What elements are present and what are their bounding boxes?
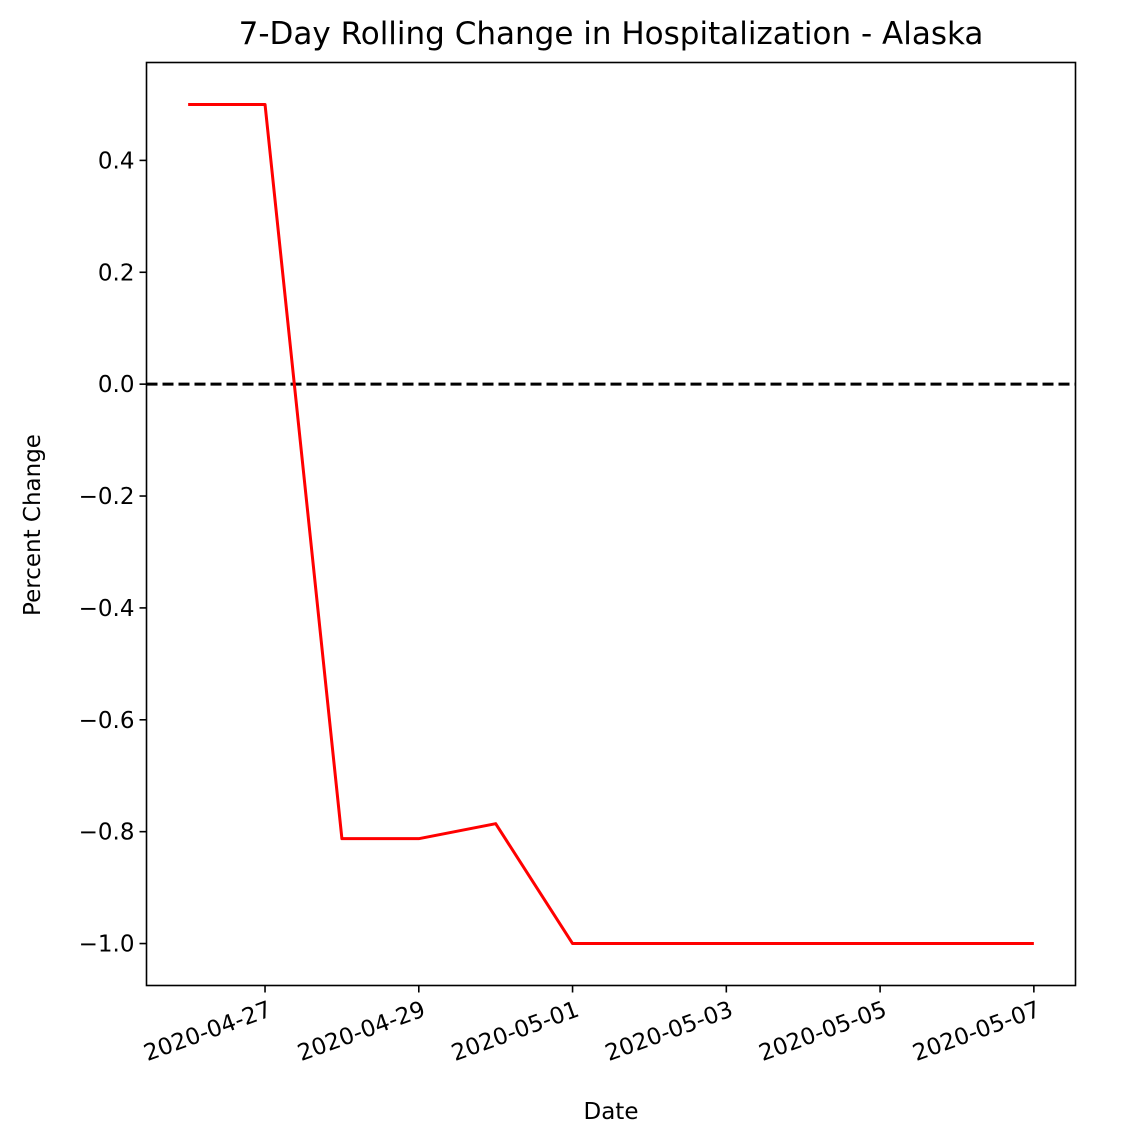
y-tick-label: −0.8	[79, 820, 135, 846]
x-tick-label: 2020-04-29	[294, 997, 429, 1067]
x-axis-label: Date	[584, 1099, 639, 1125]
plot-area-lines	[146, 102, 1076, 946]
x-tick-label: 2020-05-03	[602, 997, 737, 1067]
x-tick-label: 2020-05-05	[756, 997, 891, 1067]
plot-frame	[145, 61, 1077, 987]
y-tick-label: 0.4	[98, 148, 135, 174]
y-tick-label: −0.2	[79, 484, 135, 510]
x-tick-label: 2020-04-27	[141, 997, 276, 1067]
x-tick-label: 2020-05-07	[909, 997, 1044, 1067]
y-axis-ticks: 0.4 0.2 0.0 −0.2 −0.4 −0.6 −0.8 −1.0	[79, 148, 147, 958]
y-tick-label: −0.4	[79, 596, 135, 622]
y-axis-label: Percent Change	[20, 434, 46, 616]
series-line	[188, 102, 1034, 946]
y-tick-label: −0.6	[79, 708, 135, 734]
x-axis-ticks: 2020-04-27 2020-04-29 2020-05-01 2020-05-03…	[141, 985, 1044, 1067]
y-tick-label: −1.0	[79, 932, 135, 958]
y-tick-label: 0.2	[98, 260, 135, 286]
x-tick-label: 2020-05-01	[448, 997, 583, 1067]
chart-title: 7-Day Rolling Change in Hospitalization …	[239, 16, 984, 52]
y-tick-label: 0.0	[98, 372, 135, 398]
